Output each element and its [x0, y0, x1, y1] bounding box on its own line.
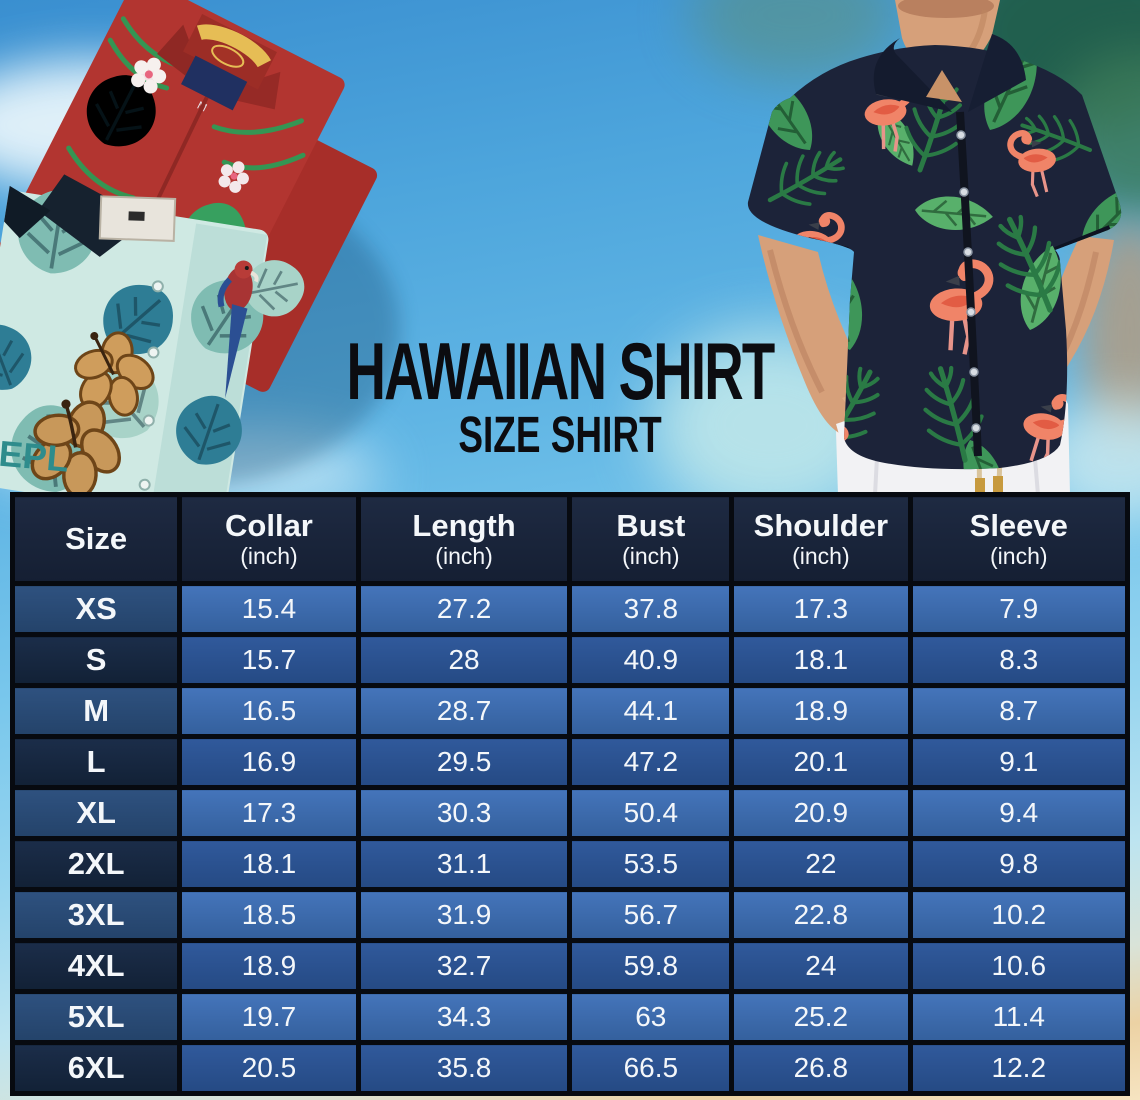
measurement-value: 12.2 — [907, 1040, 1131, 1096]
measurement-value: 17.3 — [729, 581, 913, 637]
size-label: 5XL — [9, 989, 183, 1045]
size-label: M — [9, 683, 183, 739]
measurement-value: 59.8 — [567, 938, 735, 994]
size-row-3xl: 3XL 18.5 31.9 56.7 22.8 10.2 — [9, 887, 1131, 943]
size-row-6xl: 6XL 20.5 35.8 66.5 26.8 12.2 — [9, 1040, 1131, 1096]
size-row-xs: XS 15.4 27.2 37.8 17.3 7.9 — [9, 581, 1131, 637]
column-header-size: Size — [9, 492, 183, 586]
measurement-value: 8.7 — [907, 683, 1131, 739]
measurement-value: 32.7 — [355, 938, 573, 994]
measurement-value: 20.1 — [729, 734, 913, 790]
size-label: 4XL — [9, 938, 183, 994]
red-shirt-neck-logo — [196, 24, 271, 68]
measurement-value: 40.9 — [567, 632, 735, 688]
size-label: XL — [9, 785, 183, 841]
column-unit: (inch) — [435, 542, 493, 569]
column-label: Size — [65, 520, 128, 556]
column-label: Collar — [225, 507, 313, 543]
size-chart-body: XS 15.4 27.2 37.8 17.3 7.9 S 15.7 28 40.9 18.1 8.3 M… — [9, 581, 1131, 1096]
column-unit: (inch) — [240, 542, 298, 569]
size-row-m: M 16.5 28.7 44.1 18.9 8.7 — [9, 683, 1131, 739]
measurement-value: 19.7 — [177, 989, 361, 1045]
column-header-shoulder: Shoulder (inch) — [729, 492, 913, 586]
teal-shirt-print-text: EPL — [0, 433, 70, 480]
measurement-value: 30.3 — [355, 785, 573, 841]
measurement-value: 66.5 — [567, 1040, 735, 1096]
column-label: Sleeve — [969, 507, 1068, 543]
measurement-value: 22.8 — [729, 887, 913, 943]
size-label: XS — [9, 581, 183, 637]
measurement-value: 18.9 — [177, 938, 361, 994]
measurement-value: 20.5 — [177, 1040, 361, 1096]
size-row-xl: XL 17.3 30.3 50.4 20.9 9.4 — [9, 785, 1131, 841]
measurement-value: 28 — [355, 632, 573, 688]
measurement-value: 7.9 — [907, 581, 1131, 637]
size-row-s: S 15.7 28 40.9 18.1 8.3 — [9, 632, 1131, 688]
measurement-value: 28.7 — [355, 683, 573, 739]
measurement-value: 9.8 — [907, 836, 1131, 892]
parrot — [217, 260, 259, 399]
column-label: Bust — [616, 507, 686, 543]
measurement-value: 10.6 — [907, 938, 1131, 994]
size-row-5xl: 5XL 19.7 34.3 63 25.2 11.4 — [9, 989, 1131, 1045]
measurement-value: 22 — [729, 836, 913, 892]
size-label: 6XL — [9, 1040, 183, 1096]
measurement-value: 18.1 — [729, 632, 913, 688]
title-block: HAWAIIAN SHIRT SIZE SHIRT — [280, 332, 840, 460]
measurement-value: 9.4 — [907, 785, 1131, 841]
measurement-value: 11.4 — [907, 989, 1131, 1045]
measurement-value: 35.8 — [355, 1040, 573, 1096]
measurement-value: 20.9 — [729, 785, 913, 841]
size-row-2xl: 2XL 18.1 31.1 53.5 22 9.8 — [9, 836, 1131, 892]
measurement-value: 53.5 — [567, 836, 735, 892]
column-unit: (inch) — [792, 542, 850, 569]
column-header-sleeve: Sleeve (inch) — [907, 492, 1131, 586]
size-row-l: L 16.9 29.5 47.2 20.1 9.1 — [9, 734, 1131, 790]
column-label: Shoulder — [753, 507, 889, 543]
measurement-value: 31.9 — [355, 887, 573, 943]
measurement-value: 9.1 — [907, 734, 1131, 790]
size-label: 3XL — [9, 887, 183, 943]
measurement-value: 16.5 — [177, 683, 361, 739]
measurement-value: 50.4 — [567, 785, 735, 841]
measurement-value: 15.7 — [177, 632, 361, 688]
column-unit: (inch) — [990, 542, 1048, 569]
size-chart-table: Size Collar (inch) Length (inch) Bust (inch) Sh… — [9, 492, 1131, 1096]
measurement-value: 17.3 — [177, 785, 361, 841]
column-unit: (inch) — [622, 542, 680, 569]
measurement-value: 26.8 — [729, 1040, 913, 1096]
size-chart-columns: Size Collar (inch) Length (inch) Bust (inch) Sh… — [9, 492, 1131, 586]
size-label: 2XL — [9, 836, 183, 892]
measurement-value: 37.8 — [567, 581, 735, 637]
measurement-value: 24 — [729, 938, 913, 994]
measurement-value: 31.1 — [355, 836, 573, 892]
column-header-length: Length (inch) — [355, 492, 573, 586]
measurement-value: 16.9 — [177, 734, 361, 790]
measurement-value: 15.4 — [177, 581, 361, 637]
measurement-value: 44.1 — [567, 683, 735, 739]
measurement-value: 10.2 — [907, 887, 1131, 943]
measurement-value: 27.2 — [355, 581, 573, 637]
measurement-value: 56.7 — [567, 887, 735, 943]
measurement-value: 25.2 — [729, 989, 913, 1045]
measurement-value: 29.5 — [355, 734, 573, 790]
page-subtitle: SIZE SHIRT — [458, 405, 662, 464]
size-label: S — [9, 632, 183, 688]
measurement-value: 18.5 — [177, 887, 361, 943]
measurement-value: 34.3 — [355, 989, 573, 1045]
column-header-collar: Collar (inch) — [177, 492, 361, 586]
measurement-value: 8.3 — [907, 632, 1131, 688]
measurement-value: 18.9 — [729, 683, 913, 739]
column-header-bust: Bust (inch) — [567, 492, 735, 586]
shirt-buttons — [956, 130, 981, 433]
measurement-value: 63 — [567, 989, 735, 1045]
column-label: Length — [412, 507, 516, 543]
size-row-4xl: 4XL 18.9 32.7 59.8 24 10.6 — [9, 938, 1131, 994]
measurement-value: 47.2 — [567, 734, 735, 790]
measurement-value: 18.1 — [177, 836, 361, 892]
size-label: L — [9, 734, 183, 790]
page-title: HAWAIIAN SHIRT — [346, 327, 775, 418]
